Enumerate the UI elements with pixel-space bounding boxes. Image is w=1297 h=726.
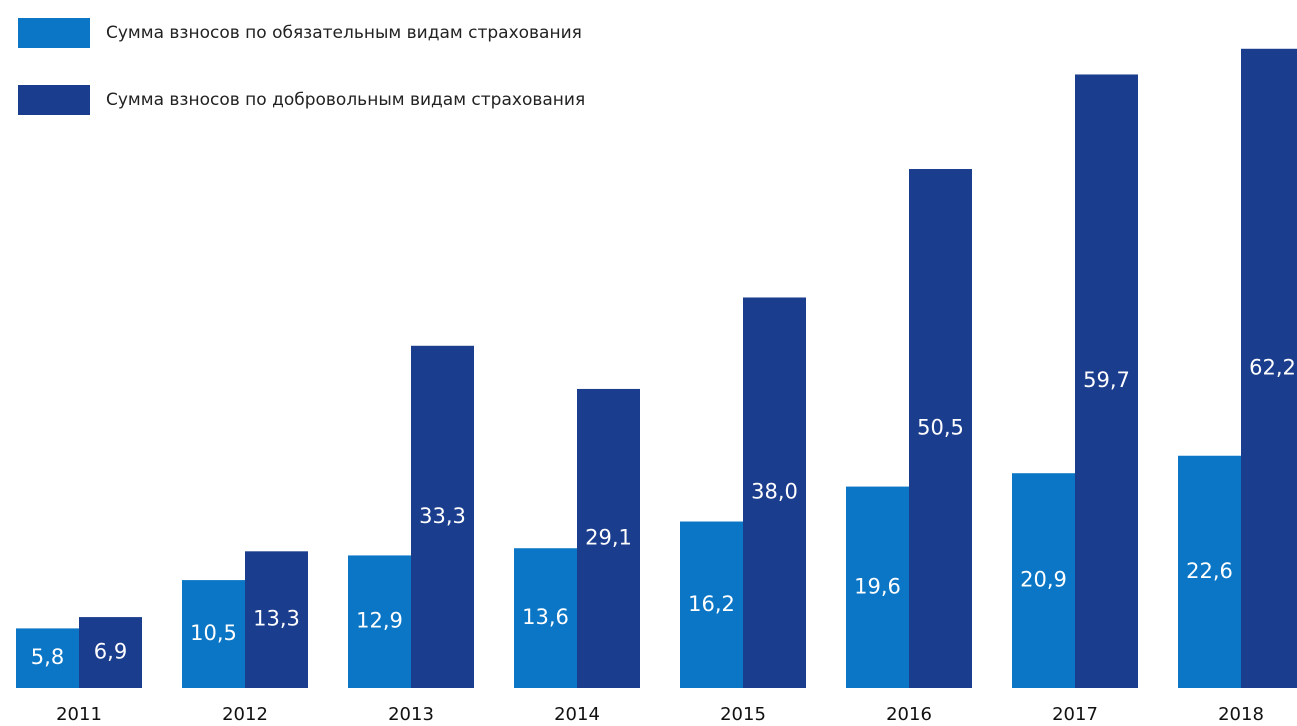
x-tick-label: 2013 xyxy=(388,704,434,725)
value-label: 13,3 xyxy=(253,607,300,631)
bar xyxy=(680,521,743,688)
x-tick-label: 2014 xyxy=(554,704,600,725)
bar xyxy=(514,548,577,688)
legend-label: Сумма взносов по обязательным видам стра… xyxy=(106,23,582,43)
bar xyxy=(79,617,142,688)
x-tick-label: 2015 xyxy=(720,704,766,725)
value-label: 59,7 xyxy=(1083,368,1130,392)
legend-swatch xyxy=(18,85,90,115)
value-label: 20,9 xyxy=(1020,568,1067,592)
bar xyxy=(846,486,909,688)
bar xyxy=(411,345,474,688)
value-label: 6,9 xyxy=(94,640,127,664)
bar xyxy=(1012,473,1075,688)
bar xyxy=(16,628,79,688)
value-label: 33,3 xyxy=(419,504,466,528)
legend-swatch xyxy=(18,18,90,48)
bar xyxy=(348,555,411,688)
bar xyxy=(909,169,972,688)
x-tick-label: 2016 xyxy=(886,704,932,725)
value-label: 16,2 xyxy=(688,592,735,616)
legend-label: Сумма взносов по добровольным видам стра… xyxy=(106,90,585,110)
bar xyxy=(1241,48,1297,688)
value-label: 38,0 xyxy=(751,480,798,504)
value-label: 10,5 xyxy=(190,621,237,645)
bar xyxy=(577,388,640,688)
bar xyxy=(245,551,308,688)
bar xyxy=(743,297,806,688)
x-tick-label: 2011 xyxy=(56,704,102,725)
value-label: 29,1 xyxy=(585,525,632,549)
value-label: 22,6 xyxy=(1186,559,1233,583)
value-label: 5,8 xyxy=(31,645,64,669)
x-tick-label: 2012 xyxy=(222,704,268,725)
x-tick-label: 2017 xyxy=(1052,704,1098,725)
value-label: 50,5 xyxy=(917,416,964,440)
value-label: 12,9 xyxy=(356,609,403,633)
bar xyxy=(182,580,245,688)
value-label: 13,6 xyxy=(522,605,569,629)
bar xyxy=(1075,74,1138,688)
value-label: 19,6 xyxy=(854,574,901,598)
bar xyxy=(1178,455,1241,688)
value-label: 62,2 xyxy=(1249,355,1296,379)
x-tick-label: 2018 xyxy=(1218,704,1264,725)
